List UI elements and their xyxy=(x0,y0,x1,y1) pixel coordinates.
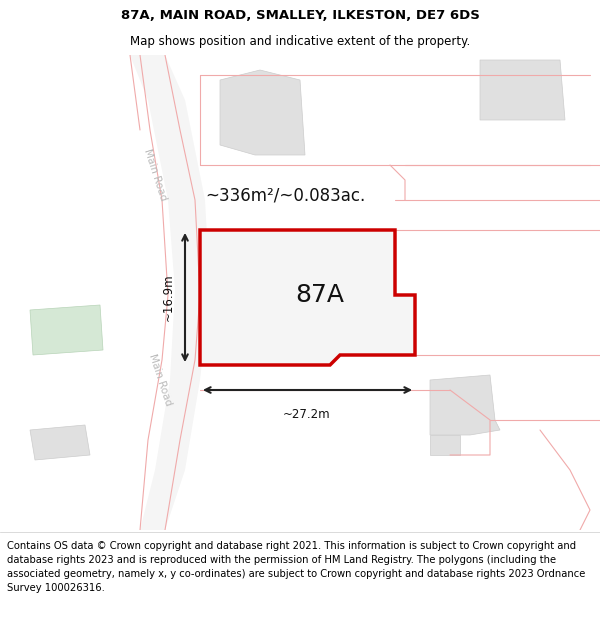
Text: ~27.2m: ~27.2m xyxy=(283,409,331,421)
Polygon shape xyxy=(0,55,210,530)
Polygon shape xyxy=(30,305,103,355)
Polygon shape xyxy=(430,435,460,455)
Text: ~336m²/~0.083ac.: ~336m²/~0.083ac. xyxy=(205,186,365,204)
Text: 87A, MAIN ROAD, SMALLEY, ILKESTON, DE7 6DS: 87A, MAIN ROAD, SMALLEY, ILKESTON, DE7 6… xyxy=(121,9,479,22)
Polygon shape xyxy=(30,425,90,460)
Polygon shape xyxy=(220,70,305,155)
Text: Main Road: Main Road xyxy=(147,352,173,408)
Text: Main Road: Main Road xyxy=(142,148,168,202)
Text: Map shows position and indicative extent of the property.: Map shows position and indicative extent… xyxy=(130,35,470,48)
Polygon shape xyxy=(430,375,500,435)
Text: ~16.9m: ~16.9m xyxy=(161,273,175,321)
Polygon shape xyxy=(480,60,565,120)
Polygon shape xyxy=(235,230,295,320)
Polygon shape xyxy=(200,230,415,365)
Text: Contains OS data © Crown copyright and database right 2021. This information is : Contains OS data © Crown copyright and d… xyxy=(7,541,586,593)
Text: 87A: 87A xyxy=(296,283,344,307)
